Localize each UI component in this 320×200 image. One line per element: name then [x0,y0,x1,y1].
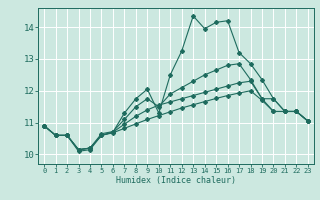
X-axis label: Humidex (Indice chaleur): Humidex (Indice chaleur) [116,176,236,185]
